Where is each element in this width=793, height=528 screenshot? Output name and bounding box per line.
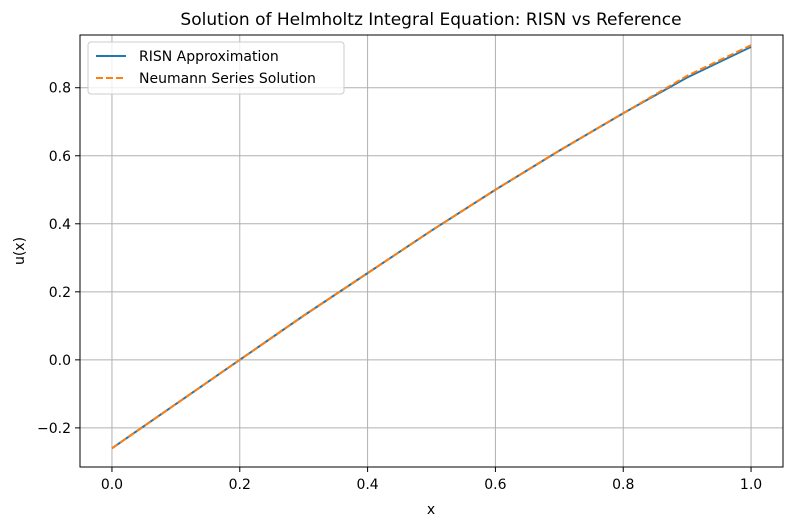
legend-entry-risn: RISN Approximation [139, 49, 279, 65]
series-layer [111, 44, 752, 450]
y-tick-label: 0.6 [49, 149, 71, 165]
y-tick-label: 0.4 [49, 217, 71, 233]
y-tick-label: −0.2 [37, 421, 71, 437]
x-tick-label: 0.2 [229, 477, 251, 493]
x-axis-ticks: 0.0 0.2 0.4 0.6 0.8 1.0 [101, 467, 762, 493]
x-tick-label: 0.6 [484, 477, 506, 493]
chart-title: Solution of Helmholtz Integral Equation:… [180, 10, 681, 30]
y-axis-ticks: −0.2 0.0 0.2 0.4 0.6 0.8 [37, 81, 80, 437]
x-axis-label: x [427, 502, 435, 518]
x-tick-label: 0.0 [101, 477, 123, 493]
x-tick-label: 0.8 [612, 477, 634, 493]
series-line-neumann [111, 44, 752, 450]
y-tick-label: 0.2 [49, 285, 71, 301]
plot-frame [79, 34, 784, 468]
legend-box [87, 41, 345, 95]
grid [80, 35, 783, 467]
x-tick-label: 1.0 [740, 477, 762, 493]
series-line-risn [111, 46, 752, 450]
x-tick-label: 0.4 [356, 477, 378, 493]
y-axis-label: u(x) [12, 237, 28, 265]
legend-entry-neumann: Neumann Series Solution [139, 71, 316, 87]
legend: RISN Approximation Neumann Series Soluti… [87, 41, 345, 95]
y-tick-label: 0.0 [49, 353, 71, 369]
y-tick-label: 0.8 [49, 81, 71, 97]
